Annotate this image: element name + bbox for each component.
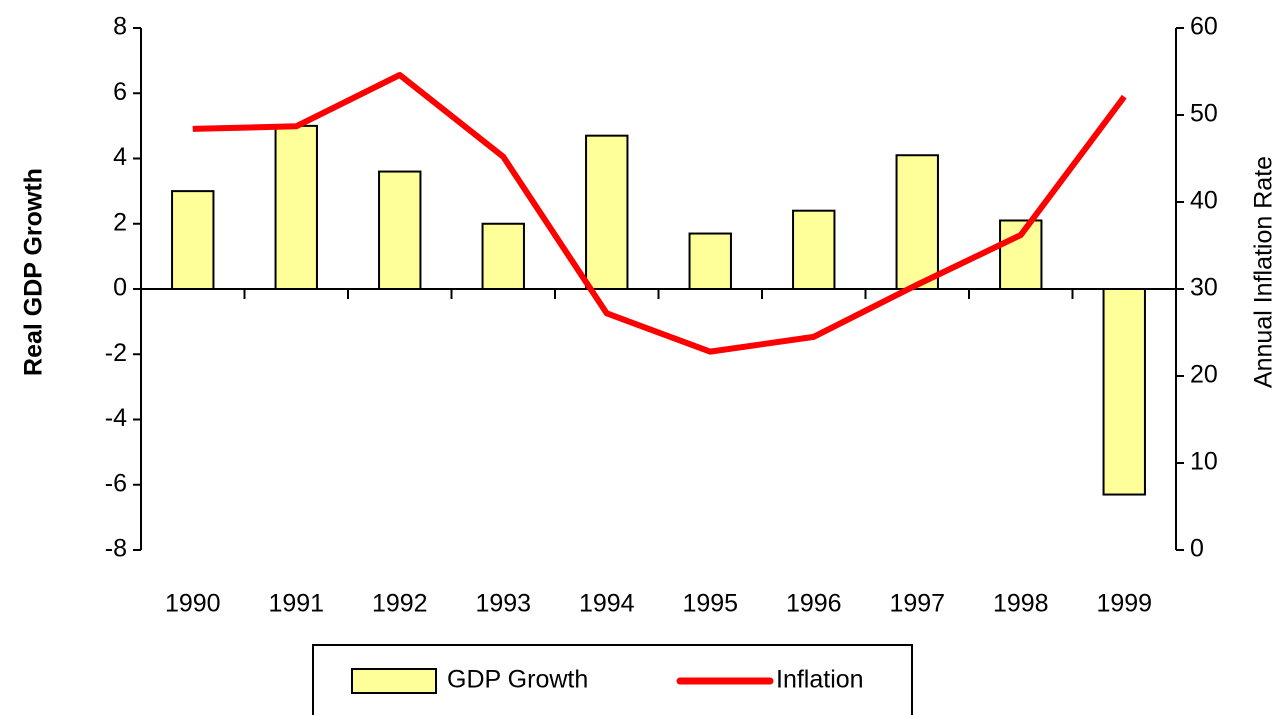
- bar: [792, 209, 836, 290]
- x-tick-label: 1990: [165, 590, 221, 618]
- bar: [895, 154, 939, 290]
- x-tick-label: 1991: [268, 590, 324, 618]
- y-tick-label: -8: [105, 535, 127, 563]
- y2-tick-label: 60: [1190, 13, 1218, 41]
- y-tick-label: -4: [105, 404, 127, 432]
- bar: [688, 232, 732, 291]
- y2-tick-label: 50: [1190, 100, 1218, 128]
- bar: [1102, 288, 1146, 496]
- y-tick-label: 8: [113, 13, 127, 41]
- x-tick-label: 1998: [993, 590, 1049, 618]
- y2-tick-label: 10: [1190, 448, 1218, 476]
- y-tick-label: 4: [113, 143, 127, 171]
- x-tick-label: 1994: [579, 590, 635, 618]
- line: [192, 71, 1127, 355]
- x-tick-label: 1996: [786, 590, 842, 618]
- bar: [481, 222, 525, 290]
- y-tick-label: 6: [113, 78, 127, 106]
- y-tick-label: -2: [105, 339, 127, 367]
- legend-label: GDP Growth: [447, 666, 588, 694]
- bar: [274, 124, 318, 290]
- bar: [171, 190, 215, 290]
- y2-tick-label: 30: [1190, 274, 1218, 302]
- y2-tick-label: 0: [1190, 535, 1204, 563]
- y-tick-label: -6: [105, 469, 127, 497]
- y2-tick-label: 20: [1190, 361, 1218, 389]
- legend-swatch: [351, 668, 437, 694]
- legend-label: Inflation: [776, 666, 864, 694]
- bar: [378, 170, 422, 290]
- x-tick-label: 1997: [889, 590, 945, 618]
- y-axis-title: Real GDP Growth: [20, 168, 48, 376]
- x-tick-label: 1999: [1096, 590, 1152, 618]
- y2-tick-label: 40: [1190, 187, 1218, 215]
- x-tick-label: 1993: [475, 590, 531, 618]
- x-tick-label: 1995: [682, 590, 738, 618]
- bar: [585, 134, 629, 290]
- x-tick-label: 1992: [372, 590, 428, 618]
- y-tick-label: 2: [113, 208, 127, 236]
- y2-axis-title: Annual Inflation Rate: [1250, 156, 1278, 388]
- y-tick-label: 0: [113, 274, 127, 302]
